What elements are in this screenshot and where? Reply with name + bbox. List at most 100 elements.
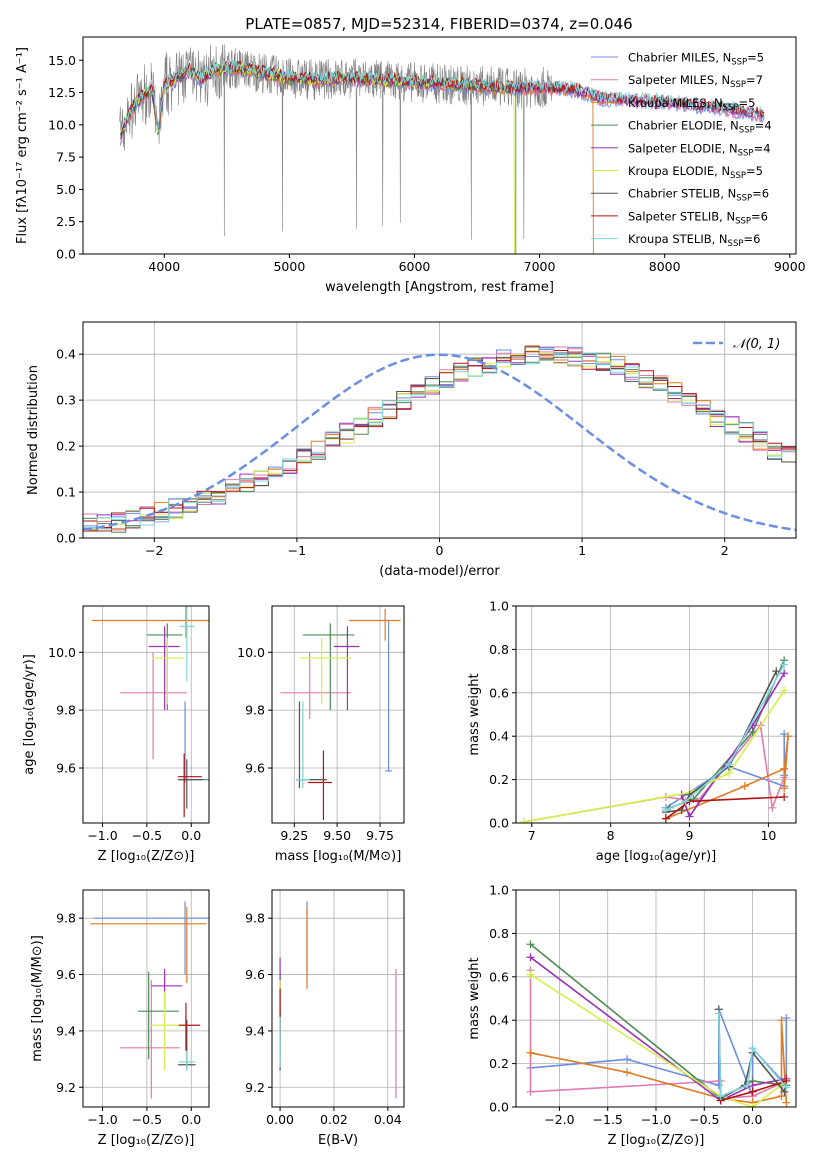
histogram-step-line: [83, 347, 796, 529]
legend-count: =5: [746, 164, 763, 178]
z_vs_age-ylabel: age [log₁₀(age/yr)]: [22, 654, 37, 775]
ebv_vs_mass-xlabel: E(B-V): [318, 1133, 358, 1148]
spectrum-ylabel: Flux [fλ10⁻¹⁷ erg cm⁻² s⁻¹ A⁻¹]: [15, 47, 30, 244]
legend-sub: SSP: [736, 194, 752, 204]
ebv_vs_mass-xtick-label: 0.00: [266, 1112, 294, 1127]
mass_vs_age-ytick-label: 9.6: [245, 761, 265, 776]
weight-point-marker: [780, 764, 789, 773]
ebv_vs_mass-plot-area: [279, 901, 397, 1099]
mass_vs_age-frame: [271, 605, 405, 824]
spectrum-xtick-label: 6000: [399, 259, 431, 274]
z_vs_age-ytick-label: 9.8: [56, 703, 76, 718]
z_mass_weight-ytick-label: 0.8: [489, 926, 509, 941]
age_mass_weight-ylabel: mass weight: [467, 673, 482, 755]
legend-label: Salpeter STELIB, NSSP=6: [628, 209, 768, 226]
age_mass_weight-ytick-label: 0.4: [489, 729, 509, 744]
model-spectrum-line: [120, 59, 765, 134]
age_mass_weight-xtick-label: 7: [528, 828, 536, 843]
spectrum-panel: 4000 5000 6000 7000 8000 9000 0.0 2.5 5.0 7.5 10.0…: [15, 36, 806, 295]
z_mass_weight-ytick-label: 0.4: [489, 1013, 509, 1028]
mass_vs_age-panel: 9.25 9.50 9.75 9.6 9.8 10.0 mass [log₁₀(M/M⊙)]: [237, 605, 405, 864]
legend-label: Salpeter MILES, NSSP=7: [628, 73, 763, 90]
z_mass_weight-ytick-label: 1.0: [489, 883, 509, 898]
z_vs_mass-plot-area: [90, 901, 209, 1099]
weight-point-marker: [748, 1103, 757, 1107]
spectrum-ytick-label: 5.0: [56, 182, 76, 197]
spectrum-ytick-label: 7.5: [56, 150, 76, 165]
legend-count: =7: [746, 73, 763, 87]
z_vs_mass-ytick-label: 9.2: [56, 1080, 76, 1095]
model-spectrum-line: [120, 63, 517, 254]
legend-count: =4: [754, 141, 771, 155]
normal-curve-line: [83, 353, 796, 532]
legend-count: =6: [752, 187, 769, 201]
age_mass_weight-panel: 7 8 9 10 0.0 0.2 0.4 0.6 0.8 1.0 age [log₁₀(age/yr…: [467, 599, 797, 864]
legend-sub: SSP: [723, 103, 739, 113]
ebv_vs_mass-xtick-label: 0.04: [374, 1112, 402, 1127]
weight-point-marker: [743, 1081, 752, 1090]
weight-point-marker: [780, 660, 789, 669]
weight-point-marker: [748, 1087, 757, 1096]
legend-name: Salpeter ELODIE, N: [628, 141, 738, 155]
legend-name: Salpeter MILES, N: [628, 73, 730, 87]
weight-point-marker: [772, 667, 781, 676]
weight-point-marker: [716, 1092, 725, 1101]
legend-label: 𝒩(0, 1): [733, 337, 780, 352]
legend-label: Kroupa STELIB, NSSP=6: [628, 232, 760, 249]
mass_vs_age-ytick-label: 10.0: [237, 645, 265, 660]
z_vs_age-xtick-label: −1.0: [87, 828, 117, 843]
spectrum-xtick-label: 4000: [148, 259, 180, 274]
weight-point-marker: [768, 803, 777, 812]
legend-sub: SSP: [735, 216, 751, 226]
z_vs_age-xlabel: Z [log₁₀(Z/Z⊙)]: [98, 849, 195, 864]
z_vs_mass-frame: [82, 889, 210, 1108]
z_vs_age-ytick-label: 9.6: [56, 761, 76, 776]
age_mass_weight-ytick-label: 0.6: [489, 685, 509, 700]
weight-point-marker: [526, 940, 535, 949]
z_mass_weight-xlabel: Z [log₁₀(Z/Z⊙)]: [608, 1133, 705, 1148]
legend-name: Chabrier STELIB, N: [628, 187, 736, 201]
weight-series-line: [523, 690, 785, 823]
legend-name: Chabrier ELODIE, N: [628, 119, 739, 133]
residual_hist-ylabel: Normed distribution: [26, 365, 41, 495]
z_mass_weight-ytick-label: 0.6: [489, 969, 509, 984]
age_mass_weight-ytick-label: 0.0: [489, 816, 509, 831]
weight-point-marker: [526, 1048, 535, 1057]
weight-point-marker: [681, 797, 690, 806]
legend-name: Kroupa STELIB, N: [628, 232, 728, 246]
weight-series-line: [530, 956, 787, 1102]
weight-point-marker: [519, 817, 528, 823]
spectrum-xtick-label: 9000: [774, 259, 806, 274]
legend-count: =6: [743, 232, 760, 246]
spectrum-plot-area: [119, 44, 765, 254]
age_mass_weight-xlabel: age [log₁₀(age/yr)]: [596, 849, 717, 864]
weight-series-line: [665, 670, 778, 813]
legend-count: =5: [738, 96, 755, 110]
mass_vs_age-xtick-label: 9.50: [323, 828, 351, 843]
z_vs_mass-ytick-label: 9.8: [56, 911, 76, 926]
age_mass_weight-plot-area: [519, 656, 793, 823]
weight-point-marker: [724, 760, 733, 769]
residual_hist-xtick-label: −2: [145, 543, 163, 558]
age_mass_weight-xtick-label: 9: [686, 828, 694, 843]
weight-point-marker: [782, 1083, 791, 1092]
weight-point-marker: [780, 1087, 789, 1096]
ebv_vs_mass-ytick-label: 9.6: [245, 967, 265, 982]
spectrum-xtick-label: 7000: [524, 259, 556, 274]
weight-point-marker: [526, 953, 535, 962]
weight-point-marker: [782, 1098, 791, 1107]
residual_hist-xtick-label: 0: [436, 543, 444, 558]
weight-point-marker: [526, 1087, 535, 1096]
legend-sub: SSP: [730, 80, 746, 90]
legend-sub: SSP: [738, 148, 754, 158]
weight-point-marker: [623, 1055, 632, 1064]
age_mass_weight-xtick-label: 10: [760, 828, 776, 843]
z_vs_age-xtick-label: −0.5: [132, 828, 162, 843]
residual_hist-plot-area: [83, 345, 796, 533]
z_mass_weight-panel: −2.0 −1.5 −1.0 −0.5 0.0 0.0 0.2 0.4 0.6 0.8 1.0 Z […: [467, 883, 797, 1148]
z_vs_age-frame: [82, 605, 210, 824]
legend-count: =4: [755, 119, 772, 133]
spectrum-ytick-label: 15.0: [48, 53, 76, 68]
